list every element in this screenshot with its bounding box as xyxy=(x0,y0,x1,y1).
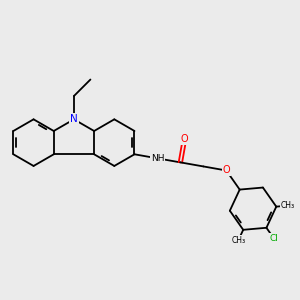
Text: NH: NH xyxy=(151,154,164,163)
Text: CH₃: CH₃ xyxy=(281,201,295,210)
Text: O: O xyxy=(181,134,188,144)
Text: N: N xyxy=(70,114,78,124)
Text: O: O xyxy=(223,166,230,176)
Text: Cl: Cl xyxy=(269,234,278,243)
Text: CH₃: CH₃ xyxy=(231,236,245,245)
